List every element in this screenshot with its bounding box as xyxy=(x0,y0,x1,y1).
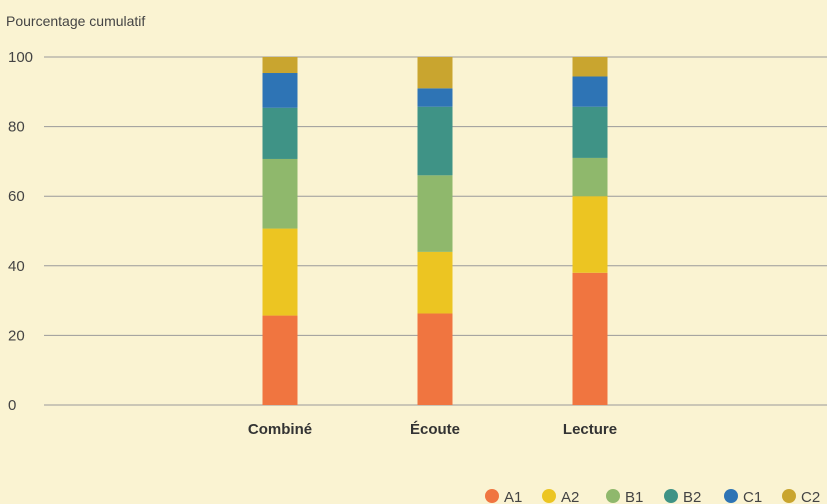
bar-segment-a2 xyxy=(262,228,298,316)
legend-label: C2 xyxy=(801,489,820,504)
legend-swatch xyxy=(724,489,738,503)
bar-segment-b1 xyxy=(262,158,298,229)
y-tick-label: 100 xyxy=(8,49,33,66)
legend-swatch xyxy=(485,489,499,503)
legend-item: C2 xyxy=(782,489,820,504)
bar-segment-a1 xyxy=(262,315,298,405)
bar-segment-a1 xyxy=(417,313,453,405)
bar-segment-c1 xyxy=(417,88,453,107)
bar-segment-a1 xyxy=(572,272,608,405)
x-axis-ticks: Combiné Écoute Lecture xyxy=(248,421,617,438)
legend-label: B1 xyxy=(625,489,643,504)
y-axis-ticks: 0 20 40 60 80 100 xyxy=(8,49,33,414)
bar-segment-b2 xyxy=(262,107,298,159)
bar-segment-c1 xyxy=(572,76,608,107)
legend-item: B1 xyxy=(606,489,643,504)
bar-segment-a2 xyxy=(417,251,453,314)
y-tick-label: 60 xyxy=(8,188,25,205)
x-tick-label: Lecture xyxy=(563,421,617,438)
x-tick-label: Combiné xyxy=(248,421,312,438)
legend-item: C1 xyxy=(724,489,762,504)
bar-stack xyxy=(417,57,453,405)
bar-stack xyxy=(262,57,298,405)
y-tick-label: 0 xyxy=(8,397,16,414)
legend-swatch xyxy=(664,489,678,503)
bar-segment-a2 xyxy=(572,196,608,273)
bar-segment-b1 xyxy=(417,175,453,252)
legend-swatch xyxy=(542,489,556,503)
bar-segment-c2 xyxy=(572,57,608,77)
legend-item: A1 xyxy=(485,489,522,504)
legend-label: A1 xyxy=(504,489,522,504)
legend-label: C1 xyxy=(743,489,762,504)
bar-segment-b2 xyxy=(572,106,608,158)
bar-stacks xyxy=(262,57,608,405)
legend-label: B2 xyxy=(683,489,701,504)
legend-item: A2 xyxy=(542,489,579,504)
bar-segment-b1 xyxy=(572,157,608,197)
bar-stack xyxy=(572,57,608,405)
bar-segment-b2 xyxy=(417,106,453,176)
y-axis-title: Pourcentage cumulatif xyxy=(6,13,145,29)
y-tick-label: 20 xyxy=(8,327,25,344)
legend-swatch xyxy=(782,489,796,503)
y-tick-label: 80 xyxy=(8,119,25,136)
bar-segment-c1 xyxy=(262,73,298,108)
legend-swatch xyxy=(606,489,620,503)
y-tick-label: 40 xyxy=(8,258,25,275)
bar-segment-c2 xyxy=(417,57,453,89)
x-tick-label: Écoute xyxy=(410,421,460,438)
bar-segment-c2 xyxy=(262,57,298,74)
legend-label: A2 xyxy=(561,489,579,504)
legend: A1 A2 B1 B2 C1 C2 xyxy=(485,489,820,504)
legend-item: B2 xyxy=(664,489,701,504)
